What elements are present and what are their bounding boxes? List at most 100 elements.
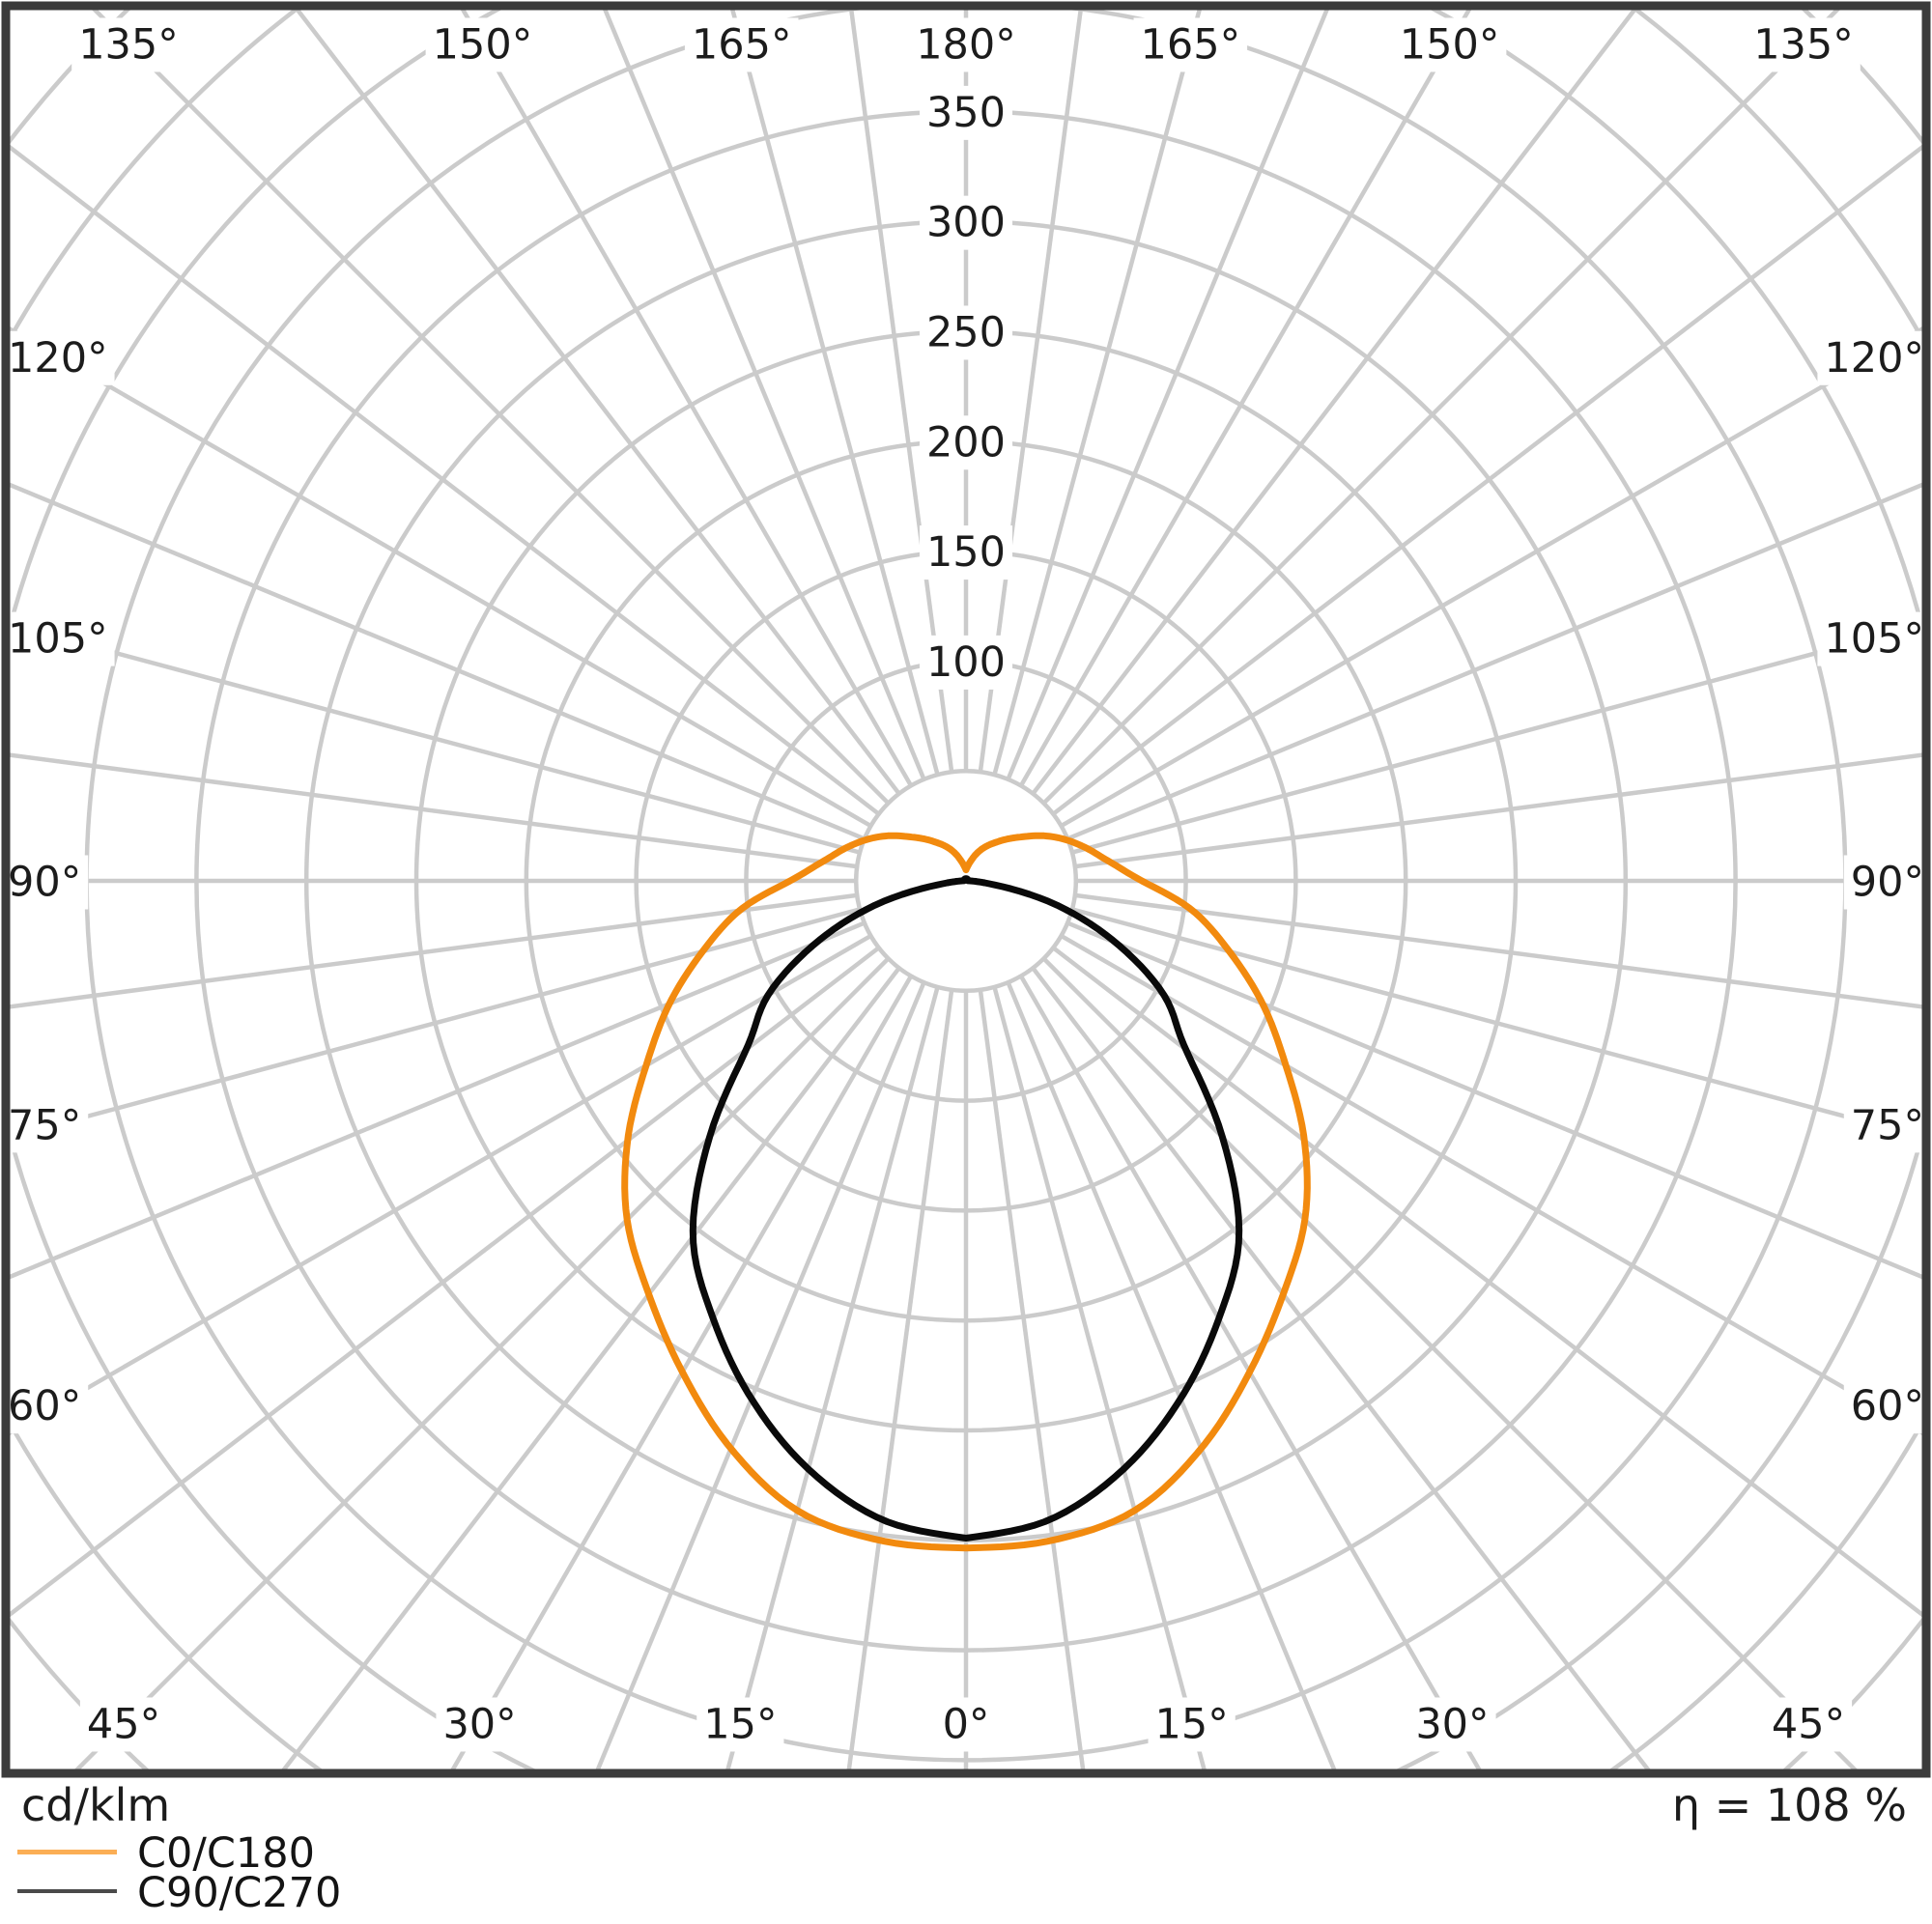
tick-label: 135° <box>1753 20 1854 69</box>
tick-label-bg <box>1 330 115 385</box>
tick-label-bg <box>1843 1379 1931 1434</box>
grid-ray <box>460 10 914 787</box>
legend-item-c90: C90/C270 <box>0 1869 580 1917</box>
grid-ray <box>1066 482 1922 841</box>
grid-ray <box>10 482 866 841</box>
curve-c90-c270 <box>689 875 1243 1542</box>
tick-label: 30° <box>1415 1700 1489 1748</box>
tick-label: 90° <box>8 858 81 906</box>
tick-label: 180° <box>916 20 1016 69</box>
tick-label: 120° <box>8 334 108 382</box>
grid-ray <box>10 144 881 816</box>
tick-label-bg <box>1817 611 1931 666</box>
grid-ray <box>447 975 914 1773</box>
tick-label-bg <box>1764 1697 1853 1752</box>
tick-label: 75° <box>1851 1101 1924 1149</box>
grid-ray <box>978 989 1086 1773</box>
grid-ray <box>10 907 861 1140</box>
curve-c0-c180 <box>621 832 1311 1552</box>
tick-label: 15° <box>703 1700 777 1748</box>
tick-label-bg <box>1 1098 89 1153</box>
tick-label-bg <box>425 17 540 72</box>
grid-ray <box>10 325 872 829</box>
tick-label: 135° <box>78 20 179 69</box>
tick-label: 90° <box>1851 858 1924 906</box>
axis-labels: 100 150 200 250 300 350 0° 15° 15° 30° 30° 45° 45° 60… <box>1 17 1931 1752</box>
tick-label-bg <box>696 1697 784 1752</box>
tick-label-bg <box>1148 1697 1236 1752</box>
tick-label-bg <box>919 525 1013 580</box>
grid-ray <box>1041 10 1841 806</box>
grid-ray <box>992 10 1203 776</box>
grid-ray <box>10 933 872 1436</box>
tick-label-bg <box>1133 17 1248 72</box>
grid-ray <box>1071 907 1922 1140</box>
tick-label-bg <box>1 1379 89 1434</box>
tick-label-bg <box>71 17 185 72</box>
tick-label-bg <box>909 17 1023 72</box>
tick-label: 0° <box>943 1700 990 1748</box>
tick-label: 45° <box>87 1700 160 1748</box>
tick-label: 60° <box>1851 1382 1924 1430</box>
tick-label-bg <box>919 85 1013 140</box>
grid-ray <box>1006 10 1330 780</box>
tick-label: 200 <box>926 418 1006 467</box>
efficiency-label: η = 108 % <box>1671 1779 1907 1831</box>
tick-label: 45° <box>1772 1700 1845 1748</box>
tick-label-bg <box>1392 17 1507 72</box>
grid-ray <box>729 10 940 776</box>
grid-ray <box>1006 981 1339 1773</box>
tick-label-bg <box>1747 17 1861 72</box>
tick-label: 30° <box>442 1700 516 1748</box>
grid-ray <box>1074 752 1922 869</box>
grid-ray <box>1018 10 1472 787</box>
curves <box>621 832 1311 1552</box>
tick-label-bg <box>919 195 1013 250</box>
tick-label-bg <box>1843 1098 1931 1153</box>
grid-ray <box>724 986 940 1773</box>
legend-line-c0 <box>17 1850 117 1854</box>
tick-label-bg <box>1 611 115 666</box>
grid-ray <box>10 892 858 1009</box>
tick-label-bg <box>935 1697 997 1752</box>
grid-ray <box>1060 325 1922 829</box>
tick-label: 165° <box>1141 20 1241 69</box>
tick-label: 15° <box>1155 1700 1229 1748</box>
tick-label-bg <box>919 635 1013 690</box>
tick-label: 100 <box>926 638 1006 687</box>
tick-label: 165° <box>692 20 792 69</box>
tick-label-bg <box>919 305 1013 360</box>
tick-label-bg <box>684 17 799 72</box>
tick-label: 120° <box>1824 334 1924 382</box>
unit-label: cd/klm <box>21 1779 171 1831</box>
plot-frame <box>1 1 1931 1778</box>
grid-ray <box>1071 622 1922 855</box>
tick-label: 350 <box>926 89 1006 137</box>
tick-label-bg <box>919 415 1013 470</box>
grid-ray <box>10 752 858 869</box>
tick-label-bg <box>1 855 89 910</box>
grid-ray <box>1031 966 1654 1773</box>
grid-ray <box>1051 946 1922 1618</box>
tick-label-bg <box>1817 330 1931 385</box>
grid-ray <box>1066 920 1922 1280</box>
tick-label-bg <box>79 1697 168 1752</box>
grid-ray <box>1018 975 1485 1773</box>
legend-label-c0: C0/C180 <box>137 1829 315 1878</box>
grid-ray <box>602 10 926 780</box>
legend-line-c90 <box>17 1889 117 1893</box>
grid-ray <box>10 946 881 1618</box>
grid-ray <box>70 956 891 1773</box>
tick-label: 250 <box>926 308 1006 356</box>
legend-label-c90: C90/C270 <box>137 1869 342 1917</box>
tick-label: 150° <box>1400 20 1500 69</box>
grid-ray <box>278 966 901 1773</box>
grid-ray <box>10 920 866 1280</box>
grid-ray <box>593 981 926 1773</box>
tick-label: 105° <box>8 615 108 664</box>
grid-ray <box>1060 933 1922 1436</box>
tick-label: 60° <box>8 1382 81 1430</box>
tick-label: 150 <box>926 528 1006 577</box>
grid-ray <box>295 10 901 796</box>
grid-ray <box>1074 892 1922 1009</box>
